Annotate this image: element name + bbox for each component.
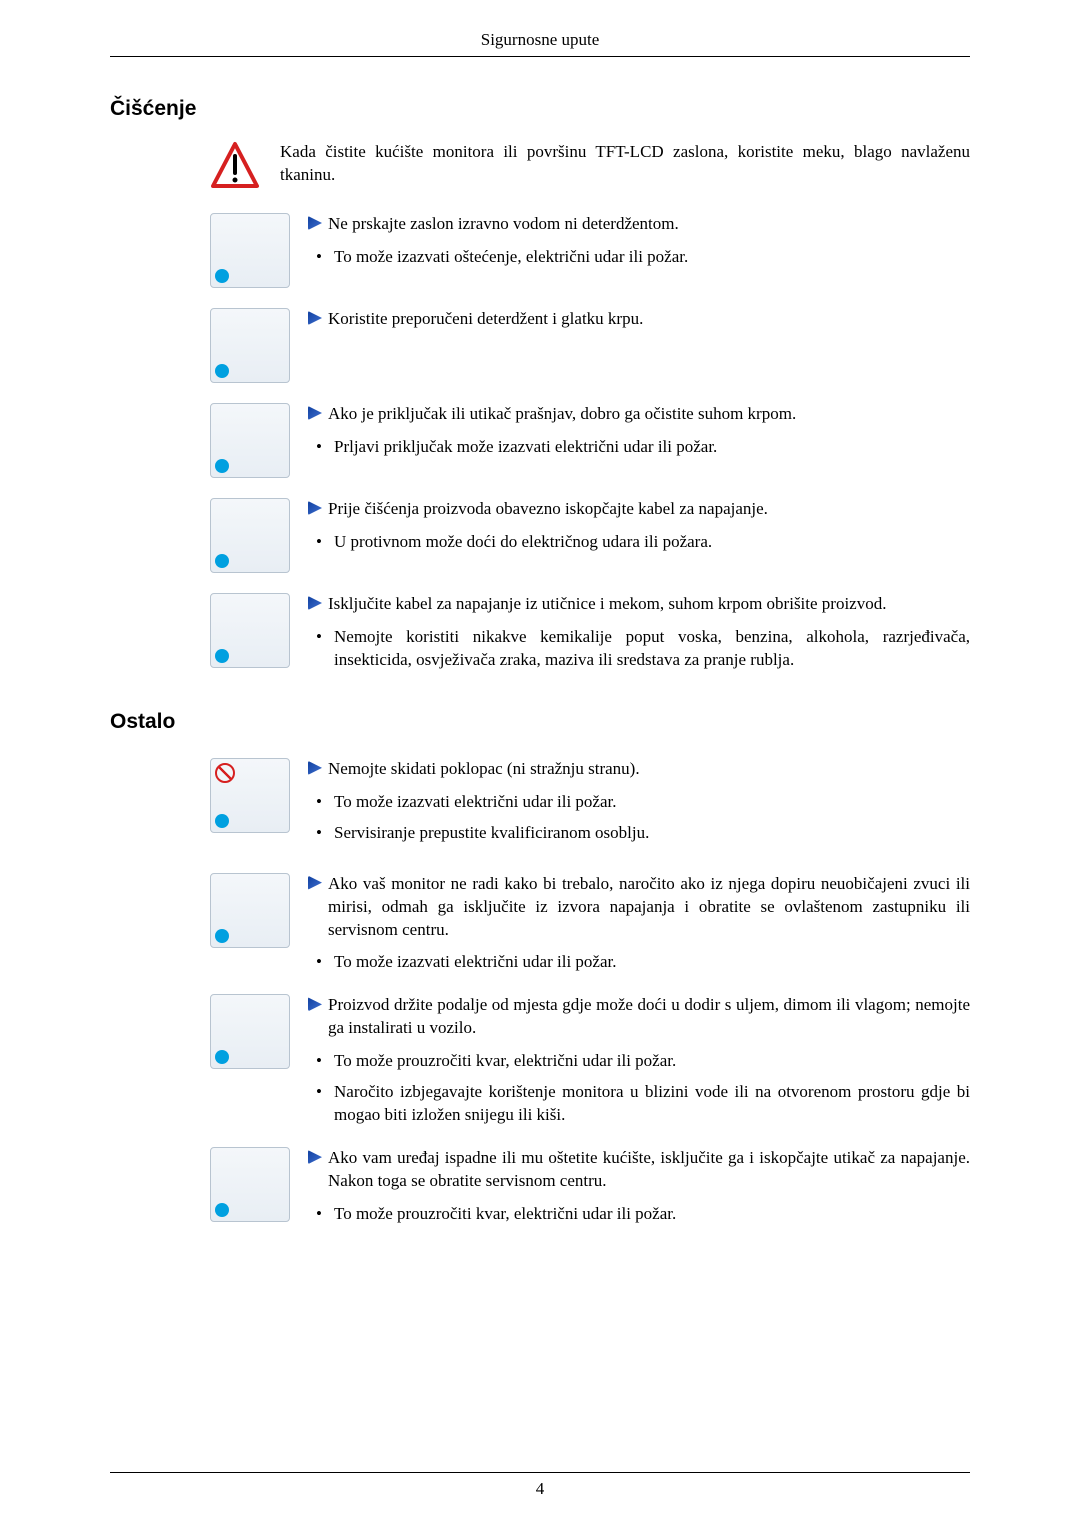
illustration-thumb xyxy=(210,308,290,383)
lead-label: Koristite preporučeni deterdžent i glatk… xyxy=(328,308,643,331)
sub-list: To može izazvati električni udar ili pož… xyxy=(308,951,970,974)
section-title-cleaning: Čišćenje xyxy=(110,97,970,121)
illustration-thumb xyxy=(210,758,290,833)
safety-item: Ako vaš monitor ne radi kako bi trebalo,… xyxy=(210,873,970,983)
lead-text: Nemojte skidati poklopac (ni stražnju st… xyxy=(308,758,970,781)
safety-item: Ne prskajte zaslon izravno vodom ni dete… xyxy=(210,213,970,288)
sub-bullet: To može izazvati električni udar ili pož… xyxy=(308,951,970,974)
illustration-thumb xyxy=(210,994,290,1069)
safety-item: Ako je priključak ili utikač prašnjav, d… xyxy=(210,403,970,478)
arrow-bullet-icon xyxy=(308,501,322,515)
arrow-bullet-icon xyxy=(308,1150,322,1164)
page-number: 4 xyxy=(536,1479,545,1498)
illustration-thumb xyxy=(210,403,290,478)
illustration-thumb xyxy=(210,873,290,948)
arrow-bullet-icon xyxy=(308,216,322,230)
arrow-bullet-icon xyxy=(308,311,322,325)
lead-text: Ako vaš monitor ne radi kako bi trebalo,… xyxy=(308,873,970,942)
safety-item: Koristite preporučeni deterdžent i glatk… xyxy=(210,308,970,383)
lead-text: Ako vam uređaj ispadne ili mu oštetite k… xyxy=(308,1147,970,1193)
section-title-other: Ostalo xyxy=(110,710,970,734)
lead-label: Prije čišćenja proizvoda obavezno iskopč… xyxy=(328,498,768,521)
page-footer: 4 xyxy=(110,1472,970,1499)
sub-bullet: Nemojte koristiti nikakve kemikalije pop… xyxy=(308,626,970,672)
sub-bullet: To može prouzročiti kvar, električni uda… xyxy=(308,1050,970,1073)
lead-text: Proizvod držite podalje od mjesta gdje m… xyxy=(308,994,970,1040)
lead-label: Proizvod držite podalje od mjesta gdje m… xyxy=(328,994,970,1040)
illustration-thumb xyxy=(210,213,290,288)
arrow-bullet-icon xyxy=(308,876,322,890)
lead-label: Ako vam uređaj ispadne ili mu oštetite k… xyxy=(328,1147,970,1193)
sub-list: U protivnom može doći do električnog uda… xyxy=(308,531,970,554)
sub-list: Nemojte koristiti nikakve kemikalije pop… xyxy=(308,626,970,672)
sub-list: Prljavi priključak može izazvati elektri… xyxy=(308,436,970,459)
lead-text: Ako je priključak ili utikač prašnjav, d… xyxy=(308,403,970,426)
sub-bullet: Prljavi priključak može izazvati elektri… xyxy=(308,436,970,459)
sub-bullet: To može prouzročiti kvar, električni uda… xyxy=(308,1203,970,1226)
arrow-bullet-icon xyxy=(308,596,322,610)
safety-item: Isključite kabel za napajanje iz utičnic… xyxy=(210,593,970,680)
page: Sigurnosne upute Čišćenje Kada čistite k… xyxy=(0,0,1080,1527)
intro-text: Kada čistite kućište monitora ili površi… xyxy=(280,141,970,187)
lead-text: Koristite preporučeni deterdžent i glatk… xyxy=(308,308,970,331)
lead-label: Nemojte skidati poklopac (ni stražnju st… xyxy=(328,758,640,781)
arrow-bullet-icon xyxy=(308,997,322,1011)
lead-label: Isključite kabel za napajanje iz utičnic… xyxy=(328,593,886,616)
illustration-thumb xyxy=(210,593,290,668)
page-header: Sigurnosne upute xyxy=(110,30,970,57)
sub-list: To može prouzročiti kvar, električni uda… xyxy=(308,1203,970,1226)
sub-bullet: To može izazvati električni udar ili pož… xyxy=(308,791,970,814)
lead-text: Isključite kabel za napajanje iz utičnic… xyxy=(308,593,970,616)
sub-list: To može izazvati električni udar ili pož… xyxy=(308,791,970,845)
lead-text: Ne prskajte zaslon izravno vodom ni dete… xyxy=(308,213,970,236)
sub-bullet: U protivnom može doći do električnog uda… xyxy=(308,531,970,554)
illustration-thumb xyxy=(210,498,290,573)
sub-bullet: Naročito izbjegavajte korištenje monitor… xyxy=(308,1081,970,1127)
safety-item: Nemojte skidati poklopac (ni stražnju st… xyxy=(210,758,970,853)
sub-bullet: Servisiranje prepustite kvalificiranom o… xyxy=(308,822,970,845)
warning-triangle-icon xyxy=(210,141,260,191)
arrow-bullet-icon xyxy=(308,761,322,775)
lead-label: Ako vaš monitor ne radi kako bi trebalo,… xyxy=(328,873,970,942)
lead-label: Ako je priključak ili utikač prašnjav, d… xyxy=(328,403,796,426)
lead-label: Ne prskajte zaslon izravno vodom ni dete… xyxy=(328,213,679,236)
intro-row: Kada čistite kućište monitora ili površi… xyxy=(210,141,970,191)
safety-item: Ako vam uređaj ispadne ili mu oštetite k… xyxy=(210,1147,970,1234)
sub-list: To može prouzročiti kvar, električni uda… xyxy=(308,1050,970,1127)
safety-item: Proizvod držite podalje od mjesta gdje m… xyxy=(210,994,970,1135)
lead-text: Prije čišćenja proizvoda obavezno iskopč… xyxy=(308,498,970,521)
sub-list: To može izazvati oštećenje, električni u… xyxy=(308,246,970,269)
sub-bullet: To može izazvati oštećenje, električni u… xyxy=(308,246,970,269)
arrow-bullet-icon xyxy=(308,406,322,420)
safety-item: Prije čišćenja proizvoda obavezno iskopč… xyxy=(210,498,970,573)
illustration-thumb xyxy=(210,1147,290,1222)
